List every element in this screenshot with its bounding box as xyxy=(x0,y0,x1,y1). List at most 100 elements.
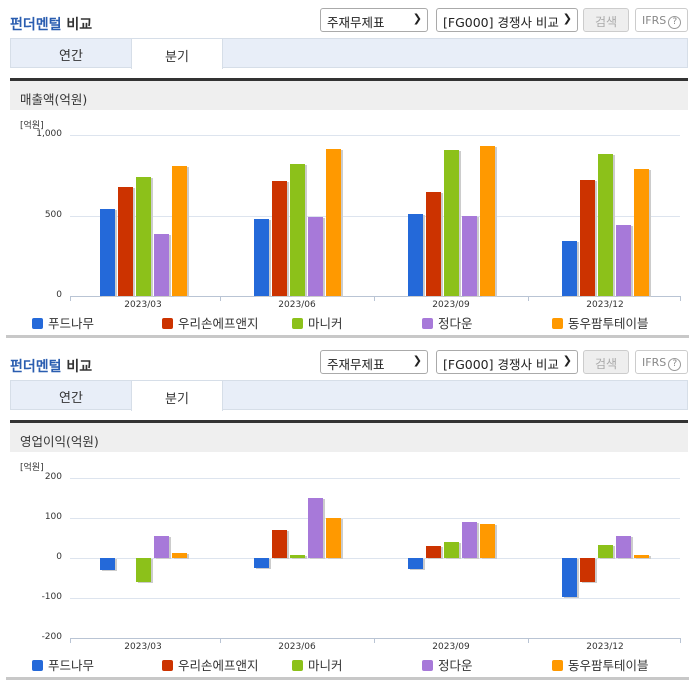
bar[interactable] xyxy=(271,529,287,558)
legend-item[interactable]: 우리손에프앤지 xyxy=(162,313,259,332)
compare-select-value: [FG000] 경쟁사 비교 xyxy=(443,357,559,372)
bar[interactable] xyxy=(579,179,595,296)
x-category-label: 2023/09 xyxy=(432,642,470,652)
bar[interactable] xyxy=(135,558,151,583)
y-tick-label: 200 xyxy=(44,472,62,482)
legend-swatch-icon xyxy=(422,318,433,329)
legend-label: 푸드나무 xyxy=(48,658,95,673)
bar[interactable] xyxy=(325,149,341,296)
legend-swatch-icon xyxy=(162,660,173,671)
bar[interactable] xyxy=(307,498,323,558)
bar[interactable] xyxy=(253,558,269,568)
bar[interactable] xyxy=(99,558,115,571)
legend-item[interactable]: 정다운 xyxy=(422,655,473,674)
gridline xyxy=(70,518,680,519)
bar[interactable] xyxy=(479,523,495,558)
panel-title: 매출액(억원) xyxy=(10,78,688,110)
bar[interactable] xyxy=(633,555,649,558)
legend-label: 동우팜투테이블 xyxy=(568,316,649,331)
legend-item[interactable]: 우리손에프앤지 xyxy=(162,655,259,674)
bar[interactable] xyxy=(271,180,287,296)
bar[interactable] xyxy=(253,218,269,296)
legend-item[interactable]: 마니커 xyxy=(292,313,343,332)
bar[interactable] xyxy=(117,186,133,296)
search-button[interactable]: 검색 xyxy=(583,8,629,32)
legend-item[interactable]: 푸드나무 xyxy=(32,313,94,332)
bar[interactable] xyxy=(135,176,151,296)
chevron-down-icon: ❯ xyxy=(412,354,422,367)
bar[interactable] xyxy=(307,216,323,296)
x-tick xyxy=(70,296,71,301)
bar[interactable] xyxy=(561,558,577,598)
bar[interactable] xyxy=(615,224,631,296)
help-icon[interactable]: ? xyxy=(668,16,682,29)
bar[interactable] xyxy=(615,536,631,558)
bar[interactable] xyxy=(597,545,613,558)
legend-label: 우리손에프앤지 xyxy=(178,658,259,673)
y-tick-label: 0 xyxy=(56,290,62,300)
bar[interactable] xyxy=(289,554,305,558)
legend-item[interactable]: 동우팜투테이블 xyxy=(552,313,649,332)
bar[interactable] xyxy=(425,546,441,558)
section-header: 펀더멘털 비교 주재무제표 ❯ [FG000] 경쟁사 비교 ❯ 검색 IFRS? xyxy=(0,342,696,380)
bar[interactable] xyxy=(443,542,459,558)
bar[interactable] xyxy=(425,191,441,296)
chevron-down-icon: ❯ xyxy=(562,354,572,367)
compare-select[interactable]: [FG000] 경쟁사 비교 ❯ xyxy=(436,350,578,374)
bar[interactable] xyxy=(579,558,595,582)
help-icon[interactable]: ? xyxy=(668,358,682,371)
y-unit-label: [억원] xyxy=(20,463,44,473)
x-category-label: 2023/03 xyxy=(124,642,162,652)
bar[interactable] xyxy=(407,213,423,296)
bar[interactable] xyxy=(99,208,115,296)
fundamental-section-operating-profit: 펀더멘털 비교 주재무제표 ❯ [FG000] 경쟁사 비교 ❯ 검색 IFRS? … xyxy=(0,342,696,684)
bar[interactable] xyxy=(479,145,495,296)
ifrs-button[interactable]: IFRS? xyxy=(635,8,688,32)
bar[interactable] xyxy=(171,165,187,296)
statement-select[interactable]: 주재무제표 ❯ xyxy=(320,8,428,32)
legend-swatch-icon xyxy=(292,660,303,671)
bar[interactable] xyxy=(443,149,459,296)
bar[interactable] xyxy=(461,215,477,296)
legend-label: 우리손에프앤지 xyxy=(178,316,259,331)
bar[interactable] xyxy=(289,163,305,296)
legend-swatch-icon xyxy=(552,660,563,671)
ifrs-label: IFRS xyxy=(642,356,667,369)
x-tick xyxy=(374,296,375,301)
tab-quarterly[interactable]: 분기 xyxy=(131,380,223,411)
x-category-label: 2023/12 xyxy=(586,642,624,652)
legend-label: 정다운 xyxy=(438,316,473,331)
legend-swatch-icon xyxy=(162,318,173,329)
statement-select[interactable]: 주재무제표 ❯ xyxy=(320,350,428,374)
legend-item[interactable]: 푸드나무 xyxy=(32,655,94,674)
bar[interactable] xyxy=(633,168,649,296)
legend-item[interactable]: 마니커 xyxy=(292,655,343,674)
legend-item[interactable]: 정다운 xyxy=(422,313,473,332)
chevron-down-icon: ❯ xyxy=(562,12,572,25)
x-tick xyxy=(528,296,529,301)
x-tick xyxy=(70,638,71,643)
legend-item[interactable]: 동우팜투테이블 xyxy=(552,655,649,674)
ifrs-button[interactable]: IFRS? xyxy=(635,350,688,374)
tab-annual[interactable]: 연간 xyxy=(59,391,83,406)
title-highlight: 펀더멘털 xyxy=(10,359,62,375)
x-tick xyxy=(374,638,375,643)
bar[interactable] xyxy=(561,240,577,296)
bar[interactable] xyxy=(461,521,477,558)
compare-select[interactable]: [FG000] 경쟁사 비교 ❯ xyxy=(436,8,578,32)
bar[interactable] xyxy=(407,558,423,570)
title-rest: 비교 xyxy=(61,359,93,375)
bar[interactable] xyxy=(153,535,169,558)
search-button[interactable]: 검색 xyxy=(583,350,629,374)
bar[interactable] xyxy=(171,552,187,558)
period-tabs: 연간 분기 xyxy=(10,380,688,411)
tab-quarterly[interactable]: 분기 xyxy=(131,38,223,69)
tab-annual[interactable]: 연간 xyxy=(59,49,83,64)
bar[interactable] xyxy=(325,518,341,558)
bar[interactable] xyxy=(153,234,169,296)
x-tick xyxy=(528,638,529,643)
y-tick-label: 1,000 xyxy=(36,129,62,139)
bar[interactable] xyxy=(597,153,613,296)
x-category-label: 2023/12 xyxy=(586,300,624,310)
title-highlight: 펀더멘털 xyxy=(10,17,62,33)
